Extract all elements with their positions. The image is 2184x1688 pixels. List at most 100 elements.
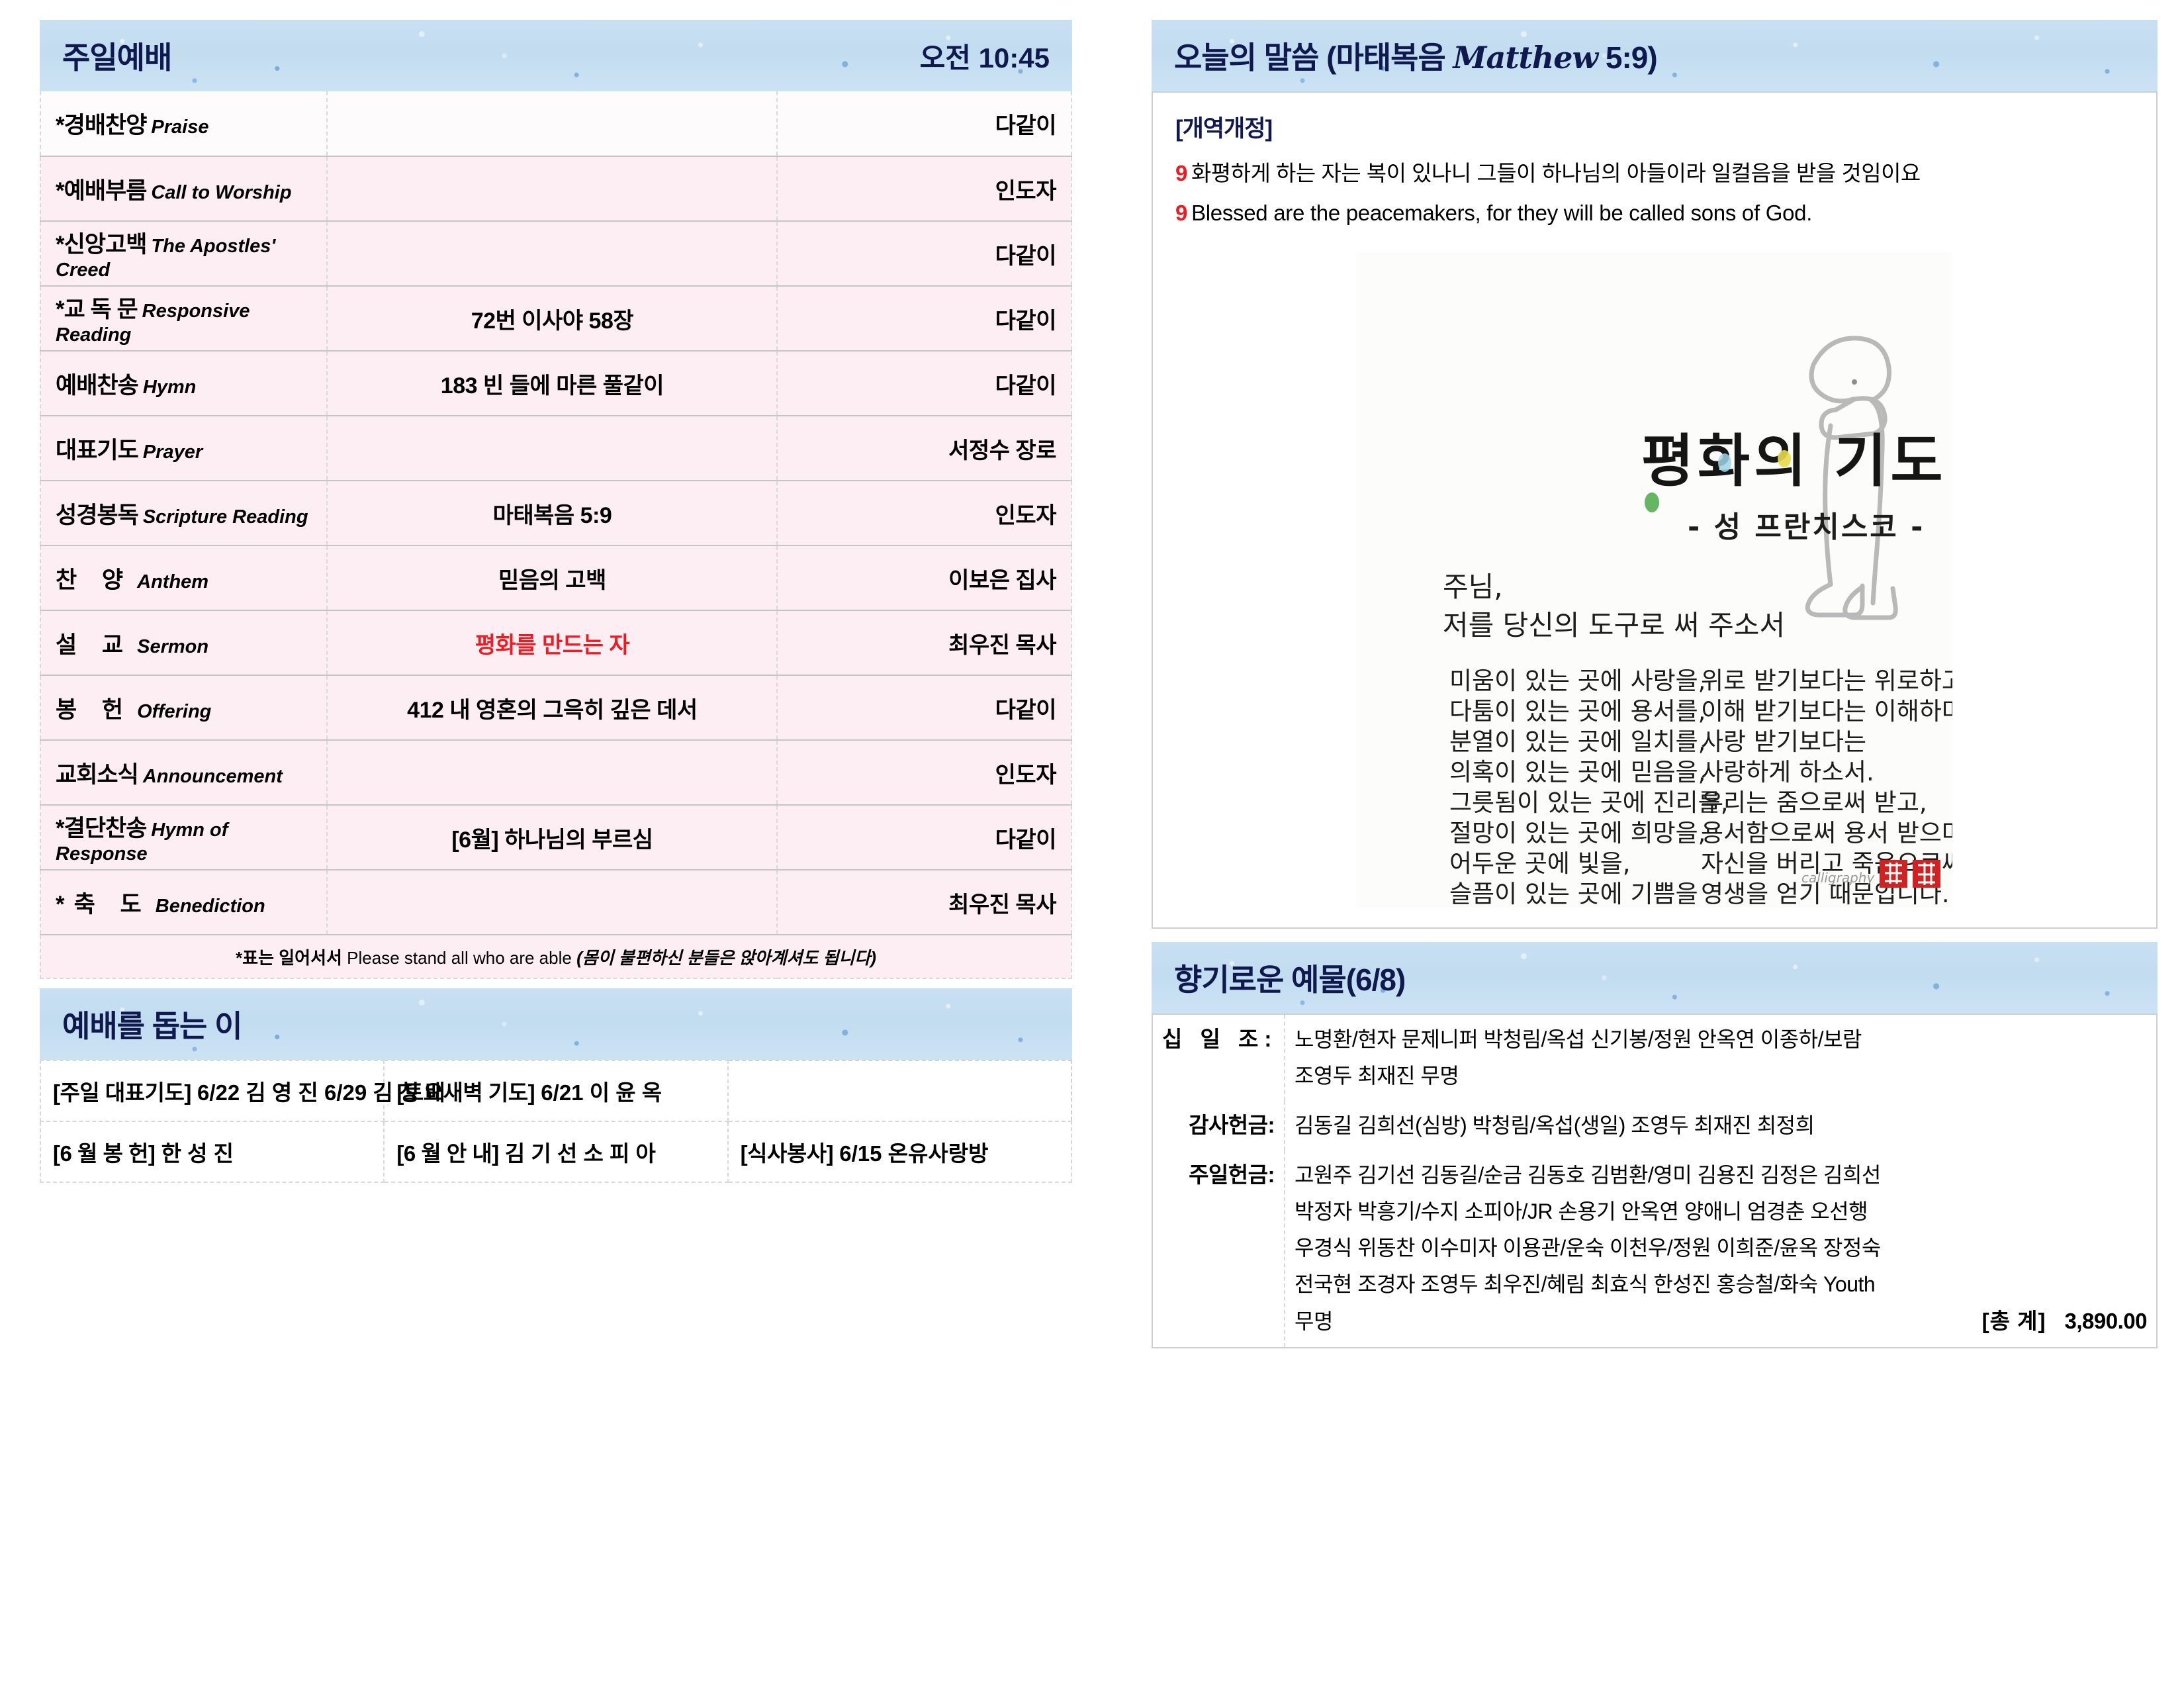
bible-version-label: [개역개정] bbox=[1175, 116, 1273, 142]
order-person-text: 인도자 bbox=[995, 502, 1057, 528]
offering-names-line: 박정자 박흥기/수지 소피아/JR 손용기 안옥연 양애니 엄경춘 오선행 bbox=[1295, 1199, 1868, 1224]
order-row-name-cell: 대표기도 Prayer bbox=[39, 416, 328, 481]
helper-value: 6/15 온유사랑방 bbox=[833, 1141, 989, 1166]
artwork-right-line: 이해 받기보다는 이해하며, bbox=[1701, 697, 1952, 726]
artwork-left-line: 그릇됨이 있는 곳에 진리를, bbox=[1449, 788, 1728, 817]
order-row-name-cell: 봉 헌 Offering bbox=[39, 675, 328, 741]
order-name-korean: 찬 양 bbox=[56, 567, 133, 593]
order-row-name-cell: 찬 양 Anthem bbox=[39, 545, 328, 611]
order-detail-text: 72번 이사야 58장 bbox=[471, 308, 634, 334]
offering-names-line: 우경식 위동찬 이수미자 이용관/운숙 이천우/정원 이희준/윤옥 장정숙 bbox=[1295, 1236, 1881, 1260]
order-row-detail-cell: 믿음의 고백 bbox=[326, 545, 778, 611]
order-row-name-cell: 설 교 Sermon bbox=[39, 610, 328, 676]
order-name-korean: *결단찬송 bbox=[56, 816, 147, 841]
order-note: *표는 일어서서 Please stand all who are able (… bbox=[236, 948, 876, 968]
offering-names-line: 전국현 조경자 조영두 최우진/혜림 최효식 한성진 홍승철/화숙 Youth bbox=[1295, 1272, 1876, 1297]
order-row-detail-cell: 평화를 만드는 자 bbox=[326, 610, 778, 676]
order-row-person-cell: 다같이 bbox=[776, 675, 1072, 741]
order-name-korean: *신앙고백 bbox=[56, 232, 147, 258]
artwork-left-line: 분열이 있는 곳에 일치를, bbox=[1449, 727, 1706, 756]
order-row-person-cell: 이보은 집사 bbox=[776, 545, 1072, 611]
order-name-korean: *교 독 문 bbox=[56, 297, 138, 322]
order-person-text: 다같이 bbox=[995, 697, 1057, 723]
order-name-english: Anthem bbox=[137, 571, 209, 592]
order-name-korean: *예배부름 bbox=[56, 177, 147, 204]
helper-cell: [6 월 안 내] 김 기 선 소 피 아 bbox=[383, 1121, 729, 1183]
order-person-text: 다같이 bbox=[995, 243, 1057, 269]
order-name-korean: 봉 헌 bbox=[56, 696, 133, 723]
order-name-english: The Apostles' Creed bbox=[56, 236, 276, 281]
offering-names-text: 무명 bbox=[1295, 1309, 1333, 1334]
offering-label-cell: 십 일 조: bbox=[1152, 1014, 1285, 1102]
order-note-paren: (몸이 불편하신 분들은 앉아계셔도 됩니다) bbox=[576, 947, 876, 968]
bowing-figure-icon bbox=[1805, 336, 1898, 620]
order-person-text: 다같이 bbox=[995, 373, 1057, 399]
order-row-name-cell: 교회소식 Announcement bbox=[39, 740, 328, 806]
worship-helpers-table: [주일 대표기도] 6/22 김 영 진 6/29 김 청 배 [토요새벽 기도]… bbox=[39, 1060, 1073, 1183]
peace-prayer-calligraphy: 평화의 기도 - 성 프란치스코 - 주님, 저를 당신의 도구로 써 주소서 … bbox=[1357, 252, 1952, 908]
order-person-text: 최우진 목사 bbox=[948, 632, 1056, 658]
left-column: 주일예배 오전 10:45 *경배찬양 Praise 다같이 *예배부름 Call to… bbox=[39, 20, 1073, 1688]
artwork-opening-2: 저를 당신의 도구로 써 주소서 bbox=[1443, 609, 1785, 641]
order-name-english: Scripture Reading bbox=[142, 506, 308, 528]
helper-cell: [토요새벽 기도] 6/21 이 윤 옥 bbox=[383, 1060, 729, 1122]
verse-english: 9 Blessed are the peacemakers, for they w… bbox=[1175, 196, 2134, 231]
order-row-name-cell: *신앙고백 The Apostles' Creed bbox=[39, 221, 328, 287]
order-name-english: Benediction bbox=[155, 895, 265, 917]
order-row: *교 독 문 Responsive Reading 72번 이사야 58장 다같이 bbox=[39, 286, 1072, 352]
order-note-korean: *표는 일어서서 bbox=[236, 947, 342, 968]
order-row-person-cell: 최우진 목사 bbox=[776, 610, 1072, 676]
order-row: *축 도 Benediction 최우진 목사 bbox=[39, 870, 1072, 935]
helper-value: 김 기 선 소 피 아 bbox=[498, 1141, 656, 1166]
artwork-right-line: 용서함으로써 용서 받으며, bbox=[1701, 819, 1952, 847]
order-row-person-cell: 인도자 bbox=[776, 740, 1072, 806]
order-row-person-cell: 다같이 bbox=[776, 351, 1072, 416]
offering-names-cell: 노명환/현자 문제니퍼 박청림/옥섭 신기봉/정원 안옥연 이종하/보람 조영두 … bbox=[1285, 1014, 2157, 1102]
helper-line: [식사봉사] 6/15 온유사랑방 bbox=[741, 1136, 1059, 1168]
order-row-name-cell: 성경봉독 Scripture Reading bbox=[39, 481, 328, 546]
sunday-service-time: 오전 10:45 bbox=[919, 42, 1050, 73]
helper-value: 6/21 이 윤 옥 bbox=[535, 1080, 662, 1105]
artwork-right-line: 위로 받기보다는 위로하고, bbox=[1701, 667, 1952, 695]
sunday-service-banner: 주일예배 오전 10:45 bbox=[40, 20, 1072, 91]
helper-row: [주일 대표기도] 6/22 김 영 진 6/29 김 청 배 [토요새벽 기도]… bbox=[39, 1060, 1071, 1122]
calligraphy-artwork-wrapper: 평화의 기도 - 성 프란치스코 - 주님, 저를 당신의 도구로 써 주소서 … bbox=[1175, 252, 2134, 908]
order-row: 교회소식 Announcement 인도자 bbox=[39, 740, 1072, 806]
verse-korean-text: 화평하게 하는 자는 복이 있나니 그들이 하나님의 아들이라 일컬음을 받을 … bbox=[1191, 161, 1921, 185]
order-name-korean: 성경봉독 bbox=[56, 502, 139, 528]
offering-total-amount: 3,890.00 bbox=[2064, 1309, 2148, 1334]
order-row-detail-cell bbox=[326, 156, 778, 222]
order-name-korean: 설 교 bbox=[56, 632, 133, 658]
artwork-left-line: 의혹이 있는 곳에 믿음을, bbox=[1449, 758, 1706, 786]
order-note-english: Please stand all who are able bbox=[347, 947, 572, 968]
offering-banner: 향기로운 예물(6/8) bbox=[1152, 942, 2158, 1014]
order-name-english: Hymn of Response bbox=[56, 820, 228, 865]
order-name-english: Sermon bbox=[137, 635, 209, 657]
order-name-korean: 대표기도 bbox=[56, 437, 139, 463]
order-person-text: 다같이 bbox=[995, 827, 1057, 853]
offering-names-line: 김동길 김희선(심방) 박청림/옥섭(생일) 조영두 최재진 최정희 bbox=[1295, 1113, 1815, 1138]
order-person-text: 최우진 목사 bbox=[948, 892, 1056, 917]
helper-value: 한 성 진 bbox=[155, 1141, 234, 1166]
artwork-right-line: 사랑하게 하소서. bbox=[1701, 758, 1874, 786]
offering-names-cell: 김동길 김희선(심방) 박청림/옥섭(생일) 조영두 최재진 최정희 bbox=[1285, 1101, 2157, 1151]
order-row-name-cell: *예배부름 Call to Worship bbox=[39, 156, 328, 222]
order-row-person-cell: 서정수 장로 bbox=[776, 416, 1072, 481]
order-row: 설 교 Sermon 평화를 만드는 자 최우진 목사 bbox=[39, 610, 1072, 676]
order-person-text: 이보은 집사 bbox=[948, 567, 1056, 593]
order-of-service-table: *경배찬양 Praise 다같이 *예배부름 Call to Worship 인도자 *신앙… bbox=[39, 91, 1072, 979]
order-name-english: Announcement bbox=[142, 765, 283, 787]
right-column-spacer bbox=[1152, 929, 2158, 942]
order-name-english: Hymn bbox=[142, 376, 197, 398]
scripture-title-reference: 5:9) bbox=[1598, 40, 1658, 75]
helper-label: [식사봉사] bbox=[740, 1141, 834, 1166]
order-row: 성경봉독 Scripture Reading 마태복음 5:9 인도자 bbox=[39, 481, 1072, 546]
artwork-right-line: 사랑 받기보다는 bbox=[1701, 727, 1866, 756]
artwork-left-line: 어두운 곳에 빛을, bbox=[1449, 849, 1631, 878]
offering-names-line: 무명 [총 계] 3,890.00 bbox=[1295, 1303, 2148, 1340]
offering-names-line: 조영두 최재진 무명 bbox=[1295, 1064, 1459, 1088]
order-detail-text: [6월] 하나님의 부르심 bbox=[451, 827, 653, 853]
offering-label: 십 일 조: bbox=[1162, 1027, 1278, 1052]
order-name-english: Praise bbox=[151, 117, 209, 138]
verse-number-english: 9 bbox=[1175, 201, 1188, 226]
